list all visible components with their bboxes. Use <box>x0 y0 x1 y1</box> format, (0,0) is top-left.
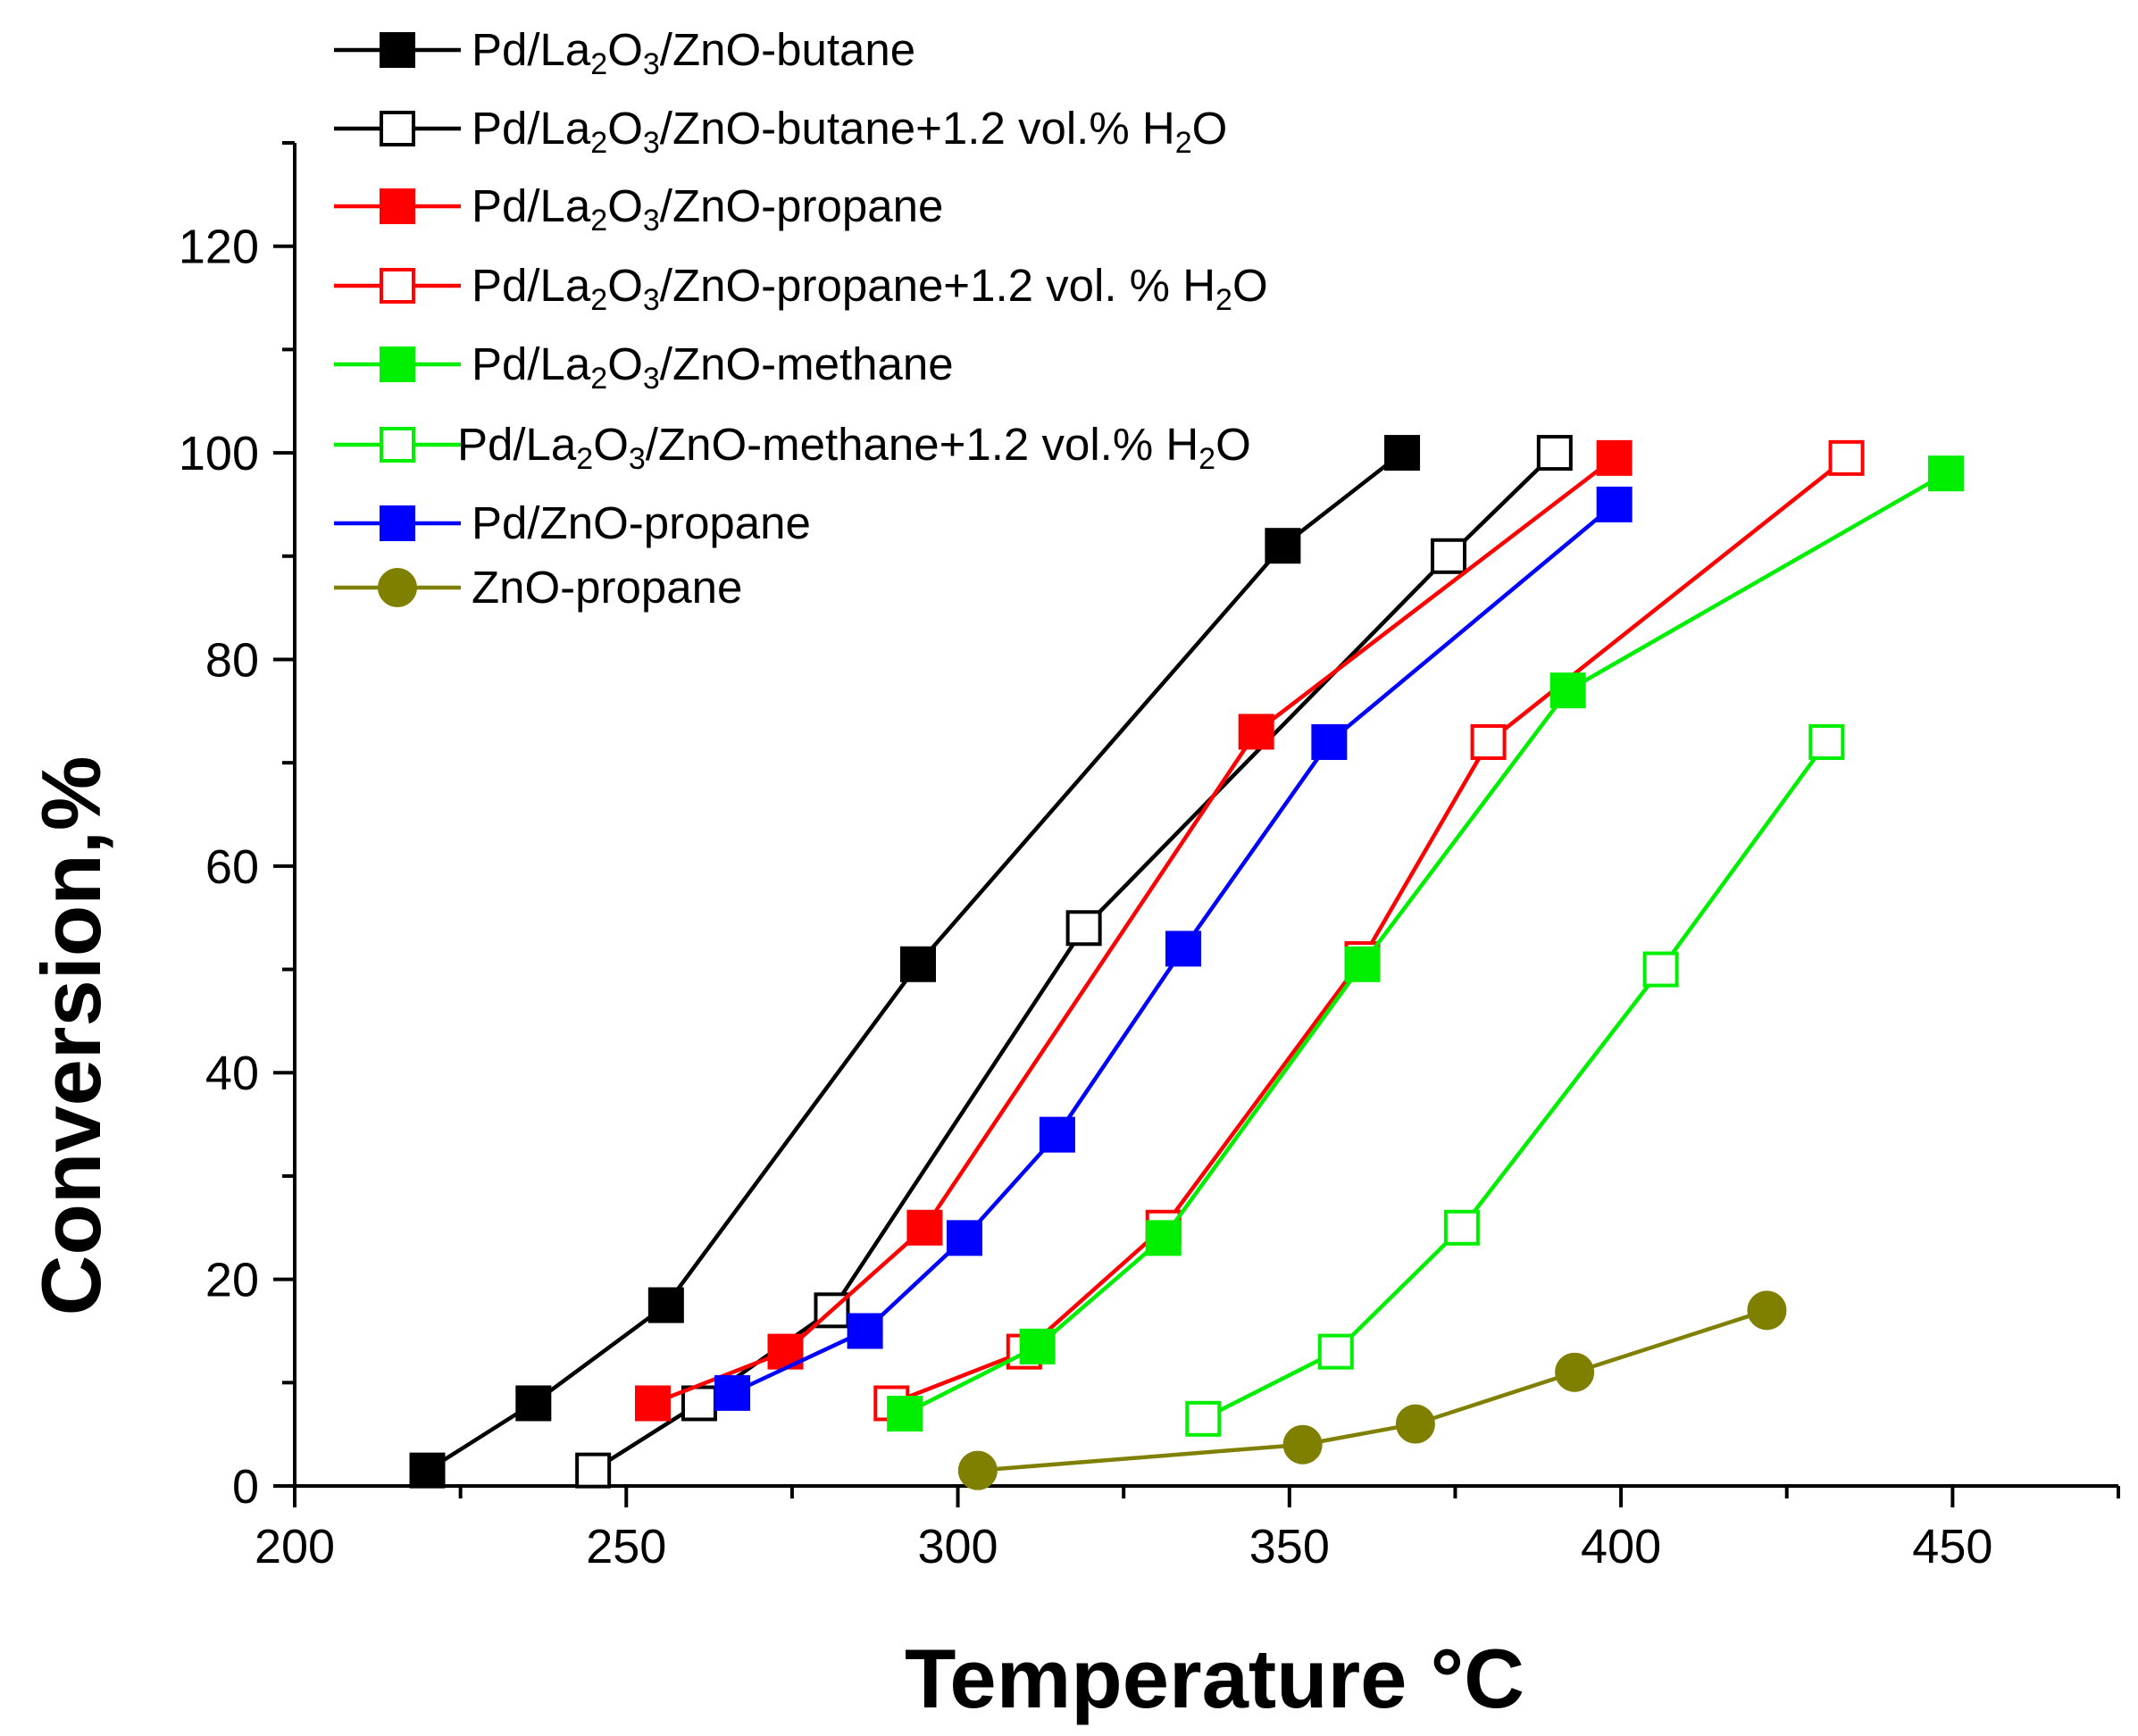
y-tick-label: 120 <box>179 221 259 274</box>
data-point <box>1265 528 1301 564</box>
legend-marker <box>378 568 417 607</box>
legend-item-0: Pd/La2O3/ZnO-butane <box>334 24 915 81</box>
series-7 <box>957 1290 1787 1490</box>
data-point <box>1549 672 1586 709</box>
legend-label: Pd/La2O3/ZnO-butane+1.2 vol.% H2O <box>472 103 1227 160</box>
data-point <box>714 1374 751 1411</box>
data-point <box>1145 1220 1182 1256</box>
data-point <box>906 1209 943 1246</box>
series-0 <box>409 435 1421 1489</box>
series-1 <box>575 435 1573 1489</box>
data-point <box>1596 439 1633 476</box>
data-point <box>1317 1333 1354 1370</box>
legend-marker <box>380 505 415 541</box>
legend-label: Pd/La2O3/ZnO-propane+1.2 vol. % H2O <box>472 260 1268 317</box>
data-point <box>847 1313 883 1349</box>
y-tick-label: 40 <box>205 1047 259 1100</box>
data-point <box>1808 724 1845 761</box>
legend-label: Pd/La2O3/ZnO-methane <box>472 338 954 396</box>
legend: Pd/La2O3/ZnO-butane Pd/La2O3/ZnO-butane+1… <box>334 24 1268 613</box>
series-layer <box>409 435 1964 1490</box>
data-point <box>1828 439 1865 476</box>
data-point <box>647 1287 684 1323</box>
legend-marker <box>380 188 415 224</box>
y-tick-label: 80 <box>205 633 259 687</box>
series-3 <box>873 439 1865 1422</box>
y-axis-title: Conversion,% <box>24 756 118 1316</box>
data-point <box>1536 435 1573 472</box>
series-4 <box>887 455 1964 1432</box>
legend-marker <box>380 346 415 382</box>
data-point <box>1039 1116 1075 1153</box>
data-point <box>1065 910 1102 947</box>
x-tick-label: 450 <box>1912 1520 1992 1573</box>
x-tick-label: 400 <box>1581 1520 1661 1573</box>
legend-item-5: Pd/La2O3/ZnO-methane+1.2 vol.% H2O <box>334 419 1251 476</box>
y-tick-label: 60 <box>205 840 259 894</box>
data-point <box>957 1450 998 1490</box>
legend-item-4: Pd/La2O3/ZnO-methane <box>334 338 954 396</box>
data-point <box>515 1385 552 1422</box>
series-line <box>890 456 1848 1406</box>
series-2 <box>634 439 1633 1422</box>
data-point <box>1165 931 1202 967</box>
data-point <box>1344 946 1381 982</box>
y-tick-label: 0 <box>232 1460 259 1514</box>
series-6 <box>714 486 1633 1411</box>
legend-marker <box>380 268 415 304</box>
data-point <box>1282 1424 1323 1465</box>
legend-label: ZnO-propane <box>472 562 742 613</box>
data-point <box>1642 951 1679 988</box>
data-point <box>899 946 936 982</box>
y-tick-label: 100 <box>179 427 259 480</box>
legend-label: Pd/La2O3/ZnO-butane <box>472 24 915 81</box>
data-point <box>1431 538 1467 574</box>
series-line <box>1202 740 1829 1421</box>
data-point <box>681 1385 717 1422</box>
x-tick-label: 200 <box>255 1520 335 1573</box>
legend-item-1: Pd/La2O3/ZnO-butane+1.2 vol.% H2O <box>334 103 1227 160</box>
data-point <box>1927 455 1964 492</box>
data-point <box>1311 724 1348 761</box>
legend-item-7: ZnO-propane <box>334 562 742 613</box>
data-point <box>1019 1328 1056 1365</box>
data-point <box>1185 1400 1222 1437</box>
data-point <box>409 1452 446 1489</box>
legend-marker <box>380 111 415 146</box>
x-axis-title: Temperature °C <box>905 1632 1524 1725</box>
legend-item-6: Pd/ZnO-propane <box>334 497 811 548</box>
legend-label: Pd/ZnO-propane <box>472 497 811 548</box>
x-tick-label: 250 <box>586 1520 666 1573</box>
legend-label: Pd/La2O3/ZnO-methane+1.2 vol.% H2O <box>457 419 1251 476</box>
axes: 200 250 300 350 400 450 0 20 40 60 80 100 120 <box>179 141 2120 1573</box>
legend-item-3: Pd/La2O3/ZnO-propane+1.2 vol. % H2O <box>334 260 1268 317</box>
x-tick-label: 300 <box>917 1520 998 1573</box>
legend-item-2: Pd/La2O3/ZnO-propane <box>334 180 943 238</box>
data-point <box>1395 1404 1435 1444</box>
series-line <box>977 1308 1768 1473</box>
data-point <box>887 1396 923 1432</box>
y-tick-label: 20 <box>205 1254 259 1307</box>
x-tick-label: 350 <box>1249 1520 1330 1573</box>
legend-label: Pd/La2O3/ZnO-propane <box>472 180 943 238</box>
data-point <box>1238 714 1274 750</box>
data-point <box>1747 1290 1787 1331</box>
data-point <box>1470 724 1507 761</box>
series-5 <box>1185 724 1845 1437</box>
series-line <box>904 472 1948 1416</box>
data-point <box>946 1220 982 1256</box>
data-point <box>575 1452 612 1489</box>
data-point <box>1384 435 1421 472</box>
legend-marker <box>380 32 415 68</box>
legend-marker <box>380 427 415 463</box>
data-point <box>1555 1352 1595 1392</box>
data-point <box>1443 1209 1480 1246</box>
data-point <box>1596 486 1633 522</box>
data-point <box>634 1385 671 1422</box>
